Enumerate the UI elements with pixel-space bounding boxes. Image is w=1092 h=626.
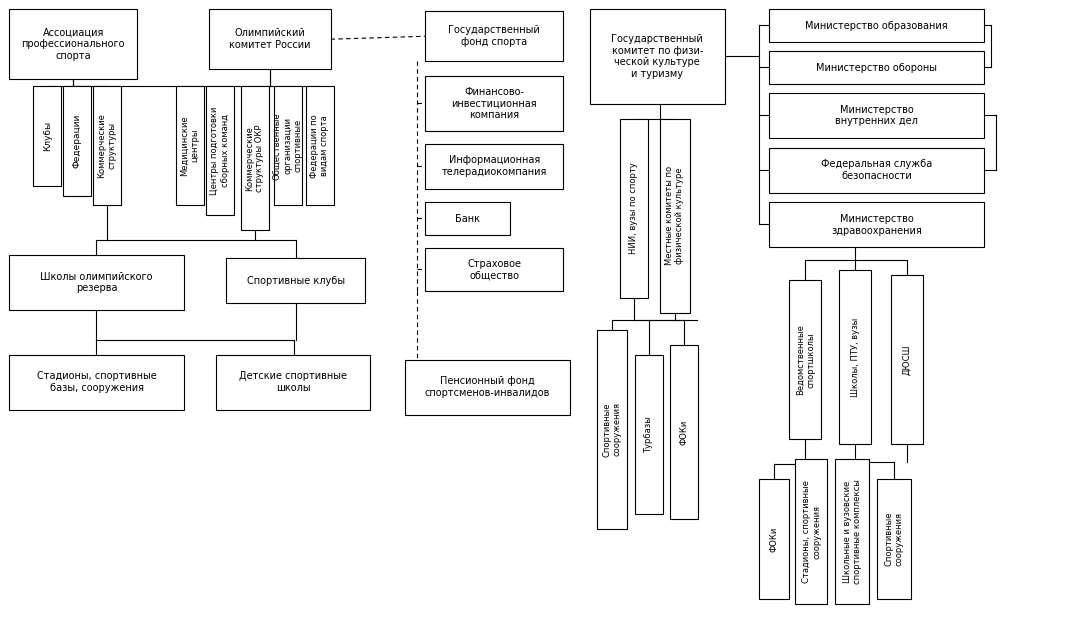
FancyBboxPatch shape — [216, 355, 370, 409]
FancyBboxPatch shape — [274, 86, 301, 205]
Text: Стадионы, спортивные
базы, сооружения: Стадионы, спортивные базы, сооружения — [37, 371, 156, 393]
Text: Школы, ПТУ, вузы: Школы, ПТУ, вузы — [851, 317, 859, 397]
Text: Финансово-
инвестиционная
компания: Финансово- инвестиционная компания — [451, 87, 537, 120]
FancyBboxPatch shape — [425, 76, 563, 131]
FancyBboxPatch shape — [10, 9, 136, 79]
Text: Медицинские
центры: Медицинские центры — [180, 115, 200, 176]
FancyBboxPatch shape — [206, 86, 234, 215]
Text: Школьные и вузовские
спортивные комплексы: Школьные и вузовские спортивные комплекс… — [843, 479, 862, 584]
Text: ДЮСШ: ДЮСШ — [903, 344, 912, 375]
FancyBboxPatch shape — [597, 330, 627, 529]
Text: Олимпийский
комитет России: Олимпийский комитет России — [229, 28, 310, 50]
FancyBboxPatch shape — [620, 119, 648, 298]
Text: Центры подготовки
сборных команд: Центры подготовки сборных команд — [210, 106, 229, 195]
FancyBboxPatch shape — [209, 9, 331, 69]
Text: Школы олимпийского
резерва: Школы олимпийского резерва — [40, 272, 153, 294]
Text: Турбазы: Турбазы — [644, 416, 653, 453]
FancyBboxPatch shape — [660, 119, 690, 313]
Text: Информационная
телерадиокомпания: Информационная телерадиокомпания — [441, 155, 547, 177]
Text: Страховое
общество: Страховое общество — [467, 259, 521, 280]
FancyBboxPatch shape — [891, 275, 923, 444]
Text: Государственный
комитет по физи-
ческой культуре
и туризму: Государственный комитет по физи- ческой … — [612, 34, 703, 79]
FancyBboxPatch shape — [759, 480, 790, 598]
FancyBboxPatch shape — [405, 360, 570, 414]
FancyBboxPatch shape — [634, 355, 663, 514]
FancyBboxPatch shape — [877, 480, 911, 598]
FancyBboxPatch shape — [790, 280, 821, 439]
Text: Министерство
здравоохранения: Министерство здравоохранения — [831, 214, 922, 236]
FancyBboxPatch shape — [34, 86, 61, 185]
FancyBboxPatch shape — [240, 86, 269, 230]
Text: Банк: Банк — [455, 214, 480, 224]
FancyBboxPatch shape — [10, 255, 183, 310]
Text: Коммерческие
структуры ОКР: Коммерческие структуры ОКР — [245, 125, 264, 192]
Text: Пенсионный фонд
спортсменов-инвалидов: Пенсионный фонд спортсменов-инвалидов — [425, 376, 550, 398]
Text: Федеральная служба
безопасности: Федеральная служба безопасности — [821, 160, 933, 181]
FancyBboxPatch shape — [306, 86, 333, 205]
Text: Федерации по
видам спорта: Федерации по видам спорта — [310, 114, 330, 178]
Text: Коммерческие
структуры: Коммерческие структуры — [97, 113, 117, 178]
Text: Ассоциация
профессионального
спорта: Ассоциация профессионального спорта — [22, 28, 124, 61]
Text: Стадионы, спортивные
сооружения: Стадионы, спортивные сооружения — [802, 480, 821, 583]
FancyBboxPatch shape — [425, 144, 563, 188]
FancyBboxPatch shape — [425, 249, 563, 291]
FancyBboxPatch shape — [835, 459, 869, 603]
FancyBboxPatch shape — [425, 202, 510, 235]
Text: Министерство
внутренних дел: Министерство внутренних дел — [835, 105, 918, 126]
Text: Спортивные
сооружения: Спортивные сооружения — [602, 403, 621, 457]
Text: Ведомственные
спортшколы: Ведомственные спортшколы — [796, 324, 815, 395]
Text: ФОКи: ФОКи — [679, 419, 688, 444]
Text: Государственный
фонд спорта: Государственный фонд спорта — [448, 26, 541, 47]
FancyBboxPatch shape — [770, 9, 984, 42]
FancyBboxPatch shape — [425, 11, 563, 61]
Text: Федерации: Федерации — [73, 113, 82, 168]
Text: Клубы: Клубы — [43, 121, 51, 151]
FancyBboxPatch shape — [93, 86, 121, 205]
FancyBboxPatch shape — [590, 9, 725, 104]
Text: Спортивные клубы: Спортивные клубы — [247, 275, 345, 285]
FancyBboxPatch shape — [770, 51, 984, 84]
FancyBboxPatch shape — [770, 202, 984, 247]
FancyBboxPatch shape — [226, 259, 366, 303]
Text: ФОКи: ФОКи — [770, 526, 779, 552]
Text: Местные комитеты по
физической культуре: Местные комитеты по физической культуре — [665, 167, 685, 265]
Text: Министерство обороны: Министерство обороны — [816, 63, 937, 73]
FancyBboxPatch shape — [795, 459, 828, 603]
Text: НИИ, вузы по спорту: НИИ, вузы по спорту — [629, 163, 639, 254]
Text: Министерство образования: Министерство образования — [805, 21, 948, 31]
Text: Детские спортивные
школы: Детские спортивные школы — [239, 371, 347, 393]
FancyBboxPatch shape — [176, 86, 204, 205]
Text: Общественные
организации
спортивные: Общественные организации спортивные — [273, 112, 302, 180]
FancyBboxPatch shape — [63, 86, 91, 195]
FancyBboxPatch shape — [840, 270, 871, 444]
FancyBboxPatch shape — [770, 148, 984, 193]
FancyBboxPatch shape — [669, 345, 698, 519]
FancyBboxPatch shape — [10, 355, 183, 409]
Text: Спортивные
сооружения: Спортивные сооружения — [885, 511, 904, 567]
FancyBboxPatch shape — [770, 93, 984, 138]
